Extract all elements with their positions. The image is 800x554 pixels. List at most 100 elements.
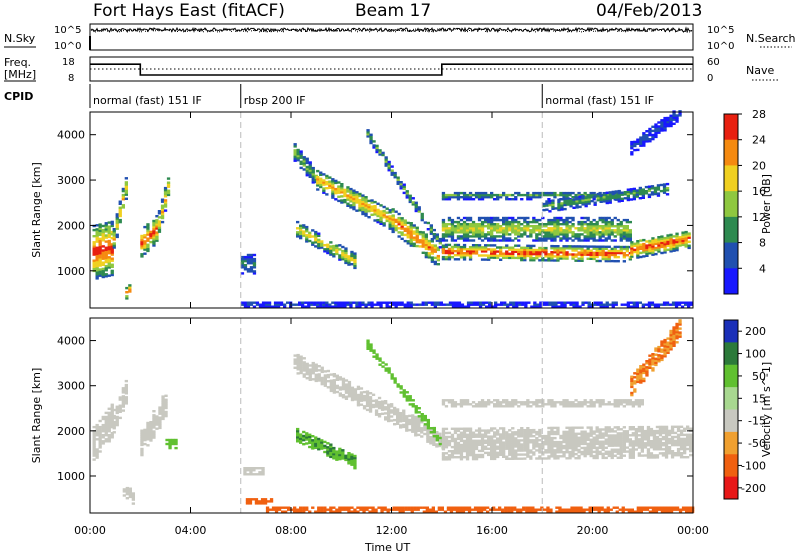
scatter-cell — [520, 246, 524, 249]
scatter-cell — [589, 233, 593, 236]
scatter-cell — [541, 235, 545, 238]
scatter-cell — [541, 453, 545, 456]
scatter-cell — [115, 405, 119, 408]
scatter-cell — [320, 382, 324, 386]
scatter-cell — [471, 252, 476, 255]
scatter-cell — [465, 235, 470, 238]
scatter-cell — [550, 403, 554, 406]
scatter-cell — [614, 301, 618, 304]
scatter-cell — [562, 403, 566, 406]
scatter-cell — [598, 452, 602, 456]
scatter-cell — [529, 248, 533, 252]
scatter-cell — [535, 441, 539, 444]
scatter-cell — [402, 413, 406, 416]
scatter-cell — [626, 196, 630, 200]
scatter-cell — [355, 209, 359, 212]
scatter-cell — [611, 305, 615, 308]
scatter-cell — [380, 412, 385, 415]
scatter-cell — [254, 502, 259, 505]
scatter-cell — [347, 391, 352, 394]
scatter-cell — [341, 381, 346, 385]
scatter-cell — [110, 265, 114, 268]
scatter-cell — [602, 200, 606, 203]
scatter-cell — [112, 427, 116, 430]
scatter-cell — [556, 259, 560, 262]
scatter-cell — [320, 240, 324, 243]
scatter-cell — [520, 435, 524, 438]
scatter-cell — [317, 365, 321, 368]
scatter-cell — [328, 303, 332, 306]
scatter-cell — [477, 227, 482, 230]
scatter-cell — [553, 235, 557, 238]
scatter-cell — [613, 191, 617, 195]
scatter-cell — [453, 445, 458, 449]
scatter-cell — [352, 207, 356, 211]
scatter-cell — [296, 235, 300, 238]
scatter-cell — [429, 436, 433, 439]
scatter-cell — [505, 439, 509, 442]
scatter-cell — [480, 246, 485, 249]
scatter-cell — [569, 301, 573, 304]
scatter-cell — [465, 455, 470, 459]
scatter-cell — [640, 450, 644, 453]
scatter-cell — [468, 453, 473, 457]
scatter-cell — [580, 220, 584, 224]
scatter-cell — [502, 449, 506, 452]
scatter-cell — [347, 454, 351, 457]
scatter-cell — [568, 438, 572, 442]
scatter-cell — [465, 447, 470, 451]
scatter-cell — [508, 254, 512, 257]
scatter-cell — [264, 303, 269, 306]
scatter-cell — [320, 366, 324, 369]
scatter-cell — [408, 403, 412, 406]
scatter-cell — [647, 301, 652, 304]
scatter-cell — [341, 377, 346, 381]
scatter-cell — [441, 446, 446, 449]
scatter-cell — [414, 417, 418, 421]
scatter-cell — [307, 303, 311, 306]
scatter-cell — [578, 199, 582, 202]
scatter-cell — [353, 262, 357, 265]
scatter-cell — [273, 305, 278, 308]
scatter-cell — [377, 402, 382, 406]
scatter-cell — [633, 242, 637, 245]
scatter-cell — [569, 205, 573, 208]
scatter-cell — [441, 403, 446, 406]
scatter-cell — [675, 238, 679, 242]
scatter-cell — [575, 204, 579, 207]
scatter-cell — [535, 250, 539, 254]
scatter-cell — [104, 260, 108, 264]
scatter-cell — [508, 447, 512, 450]
scatter-cell — [257, 502, 262, 505]
scatter-cell — [471, 401, 476, 404]
scatter-cell — [619, 444, 623, 447]
scatter-cell — [146, 227, 150, 230]
scatter-cell — [439, 301, 443, 304]
scatter-cell — [293, 159, 297, 162]
scatter-cell — [110, 419, 114, 423]
scatter-cell — [499, 447, 503, 450]
scatter-cell — [631, 428, 635, 431]
scatter-cell — [418, 230, 422, 234]
scatter-cell — [468, 427, 473, 430]
scatter-cell — [505, 401, 509, 404]
scatter-cell — [152, 430, 156, 433]
scatter-cell — [613, 229, 617, 232]
scatter-cell — [642, 136, 646, 139]
scatter-cell — [571, 448, 575, 452]
scatter-cell — [508, 237, 512, 240]
scatter-cell — [314, 367, 318, 370]
scatter-cell — [605, 201, 609, 205]
scatter-cell — [355, 195, 359, 198]
scatter-cell — [453, 441, 458, 445]
scatter-cell — [669, 331, 673, 335]
scatter-cell — [636, 374, 640, 377]
scatter-cell — [669, 122, 673, 126]
scatter-cell — [556, 432, 560, 436]
scatter-cell — [322, 173, 326, 176]
scatter-cell — [538, 231, 542, 234]
scatter-cell — [393, 406, 397, 410]
scatter-cell — [403, 233, 407, 237]
scatter-cell — [672, 249, 676, 252]
scatter-cell — [559, 257, 563, 260]
